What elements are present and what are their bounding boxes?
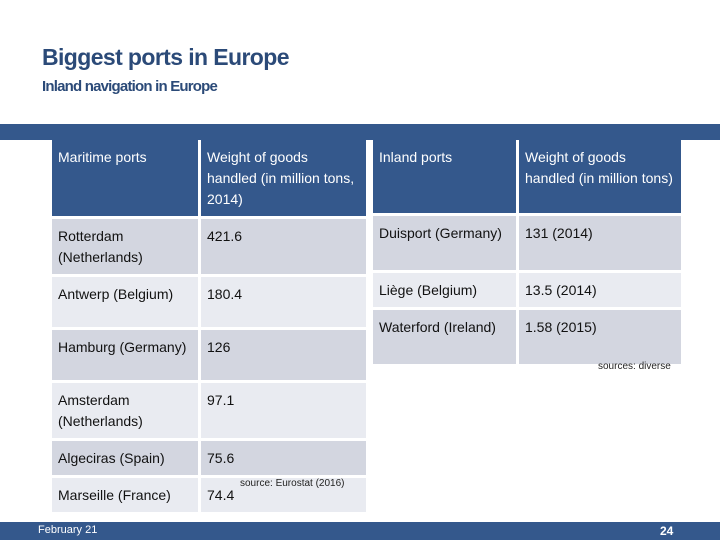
weight-cell: 1.58 (2015) bbox=[519, 310, 684, 367]
header-cell: Weight of goods handled (in million tons… bbox=[201, 140, 369, 219]
table-row: Algeciras (Spain) 75.6 bbox=[52, 441, 369, 478]
weight-cell: 421.6 bbox=[201, 219, 369, 277]
weight-cell: 180.4 bbox=[201, 277, 369, 330]
port-name-cell: Duisport (Germany) bbox=[373, 216, 519, 273]
weight-cell: 97.1 bbox=[201, 383, 369, 441]
port-name-cell: Marseille (France) bbox=[52, 478, 201, 515]
weight-cell: 131 (2014) bbox=[519, 216, 684, 273]
port-name-cell: Antwerp (Belgium) bbox=[52, 277, 201, 330]
header-divider-bar bbox=[0, 124, 720, 140]
page-number: 24 bbox=[660, 524, 674, 538]
slide-title: Biggest ports in Europe bbox=[42, 44, 289, 70]
header-cell: Maritime ports bbox=[52, 140, 201, 219]
port-name-cell: Algeciras (Spain) bbox=[52, 441, 201, 478]
footer-bar bbox=[0, 522, 720, 540]
inland-source-note: sources: diverse bbox=[598, 361, 671, 372]
table-row: Rotterdam (Netherlands) 421.6 bbox=[52, 219, 369, 277]
weight-cell: 126 bbox=[201, 330, 369, 383]
slide-subtitle: Inland navigation in Europe bbox=[42, 78, 218, 95]
port-name-cell: Rotterdam (Netherlands) bbox=[52, 219, 201, 277]
header-cell: Inland ports bbox=[373, 140, 519, 216]
port-name-cell: Liège (Belgium) bbox=[373, 273, 519, 310]
maritime-source-note: source: Eurostat (2016) bbox=[240, 478, 345, 489]
weight-cell: 74.4 bbox=[201, 478, 369, 515]
footer-date: February 21 bbox=[38, 524, 98, 536]
maritime-ports-table: Maritime ports Weight of goods handled (… bbox=[52, 140, 369, 515]
port-name-cell: Amsterdam (Netherlands) bbox=[52, 383, 201, 441]
table-row: Antwerp (Belgium) 180.4 bbox=[52, 277, 369, 330]
inland-ports-table: Inland ports Weight of goods handled (in… bbox=[373, 140, 684, 367]
table-header-row: Maritime ports Weight of goods handled (… bbox=[52, 140, 369, 219]
table-row: Duisport (Germany) 131 (2014) bbox=[373, 216, 684, 273]
table-row: Amsterdam (Netherlands) 97.1 bbox=[52, 383, 369, 441]
weight-cell: 13.5 (2014) bbox=[519, 273, 684, 310]
port-name-cell: Waterford (Ireland) bbox=[373, 310, 519, 367]
port-name-cell: Hamburg (Germany) bbox=[52, 330, 201, 383]
table-header-row: Inland ports Weight of goods handled (in… bbox=[373, 140, 684, 216]
weight-cell: 75.6 bbox=[201, 441, 369, 478]
table-row: Hamburg (Germany) 126 bbox=[52, 330, 369, 383]
header-cell: Weight of goods handled (in million tons… bbox=[519, 140, 684, 216]
table-row: Waterford (Ireland) 1.58 (2015) bbox=[373, 310, 684, 367]
table-row: Liège (Belgium) 13.5 (2014) bbox=[373, 273, 684, 310]
table-row: Marseille (France) 74.4 bbox=[52, 478, 369, 515]
